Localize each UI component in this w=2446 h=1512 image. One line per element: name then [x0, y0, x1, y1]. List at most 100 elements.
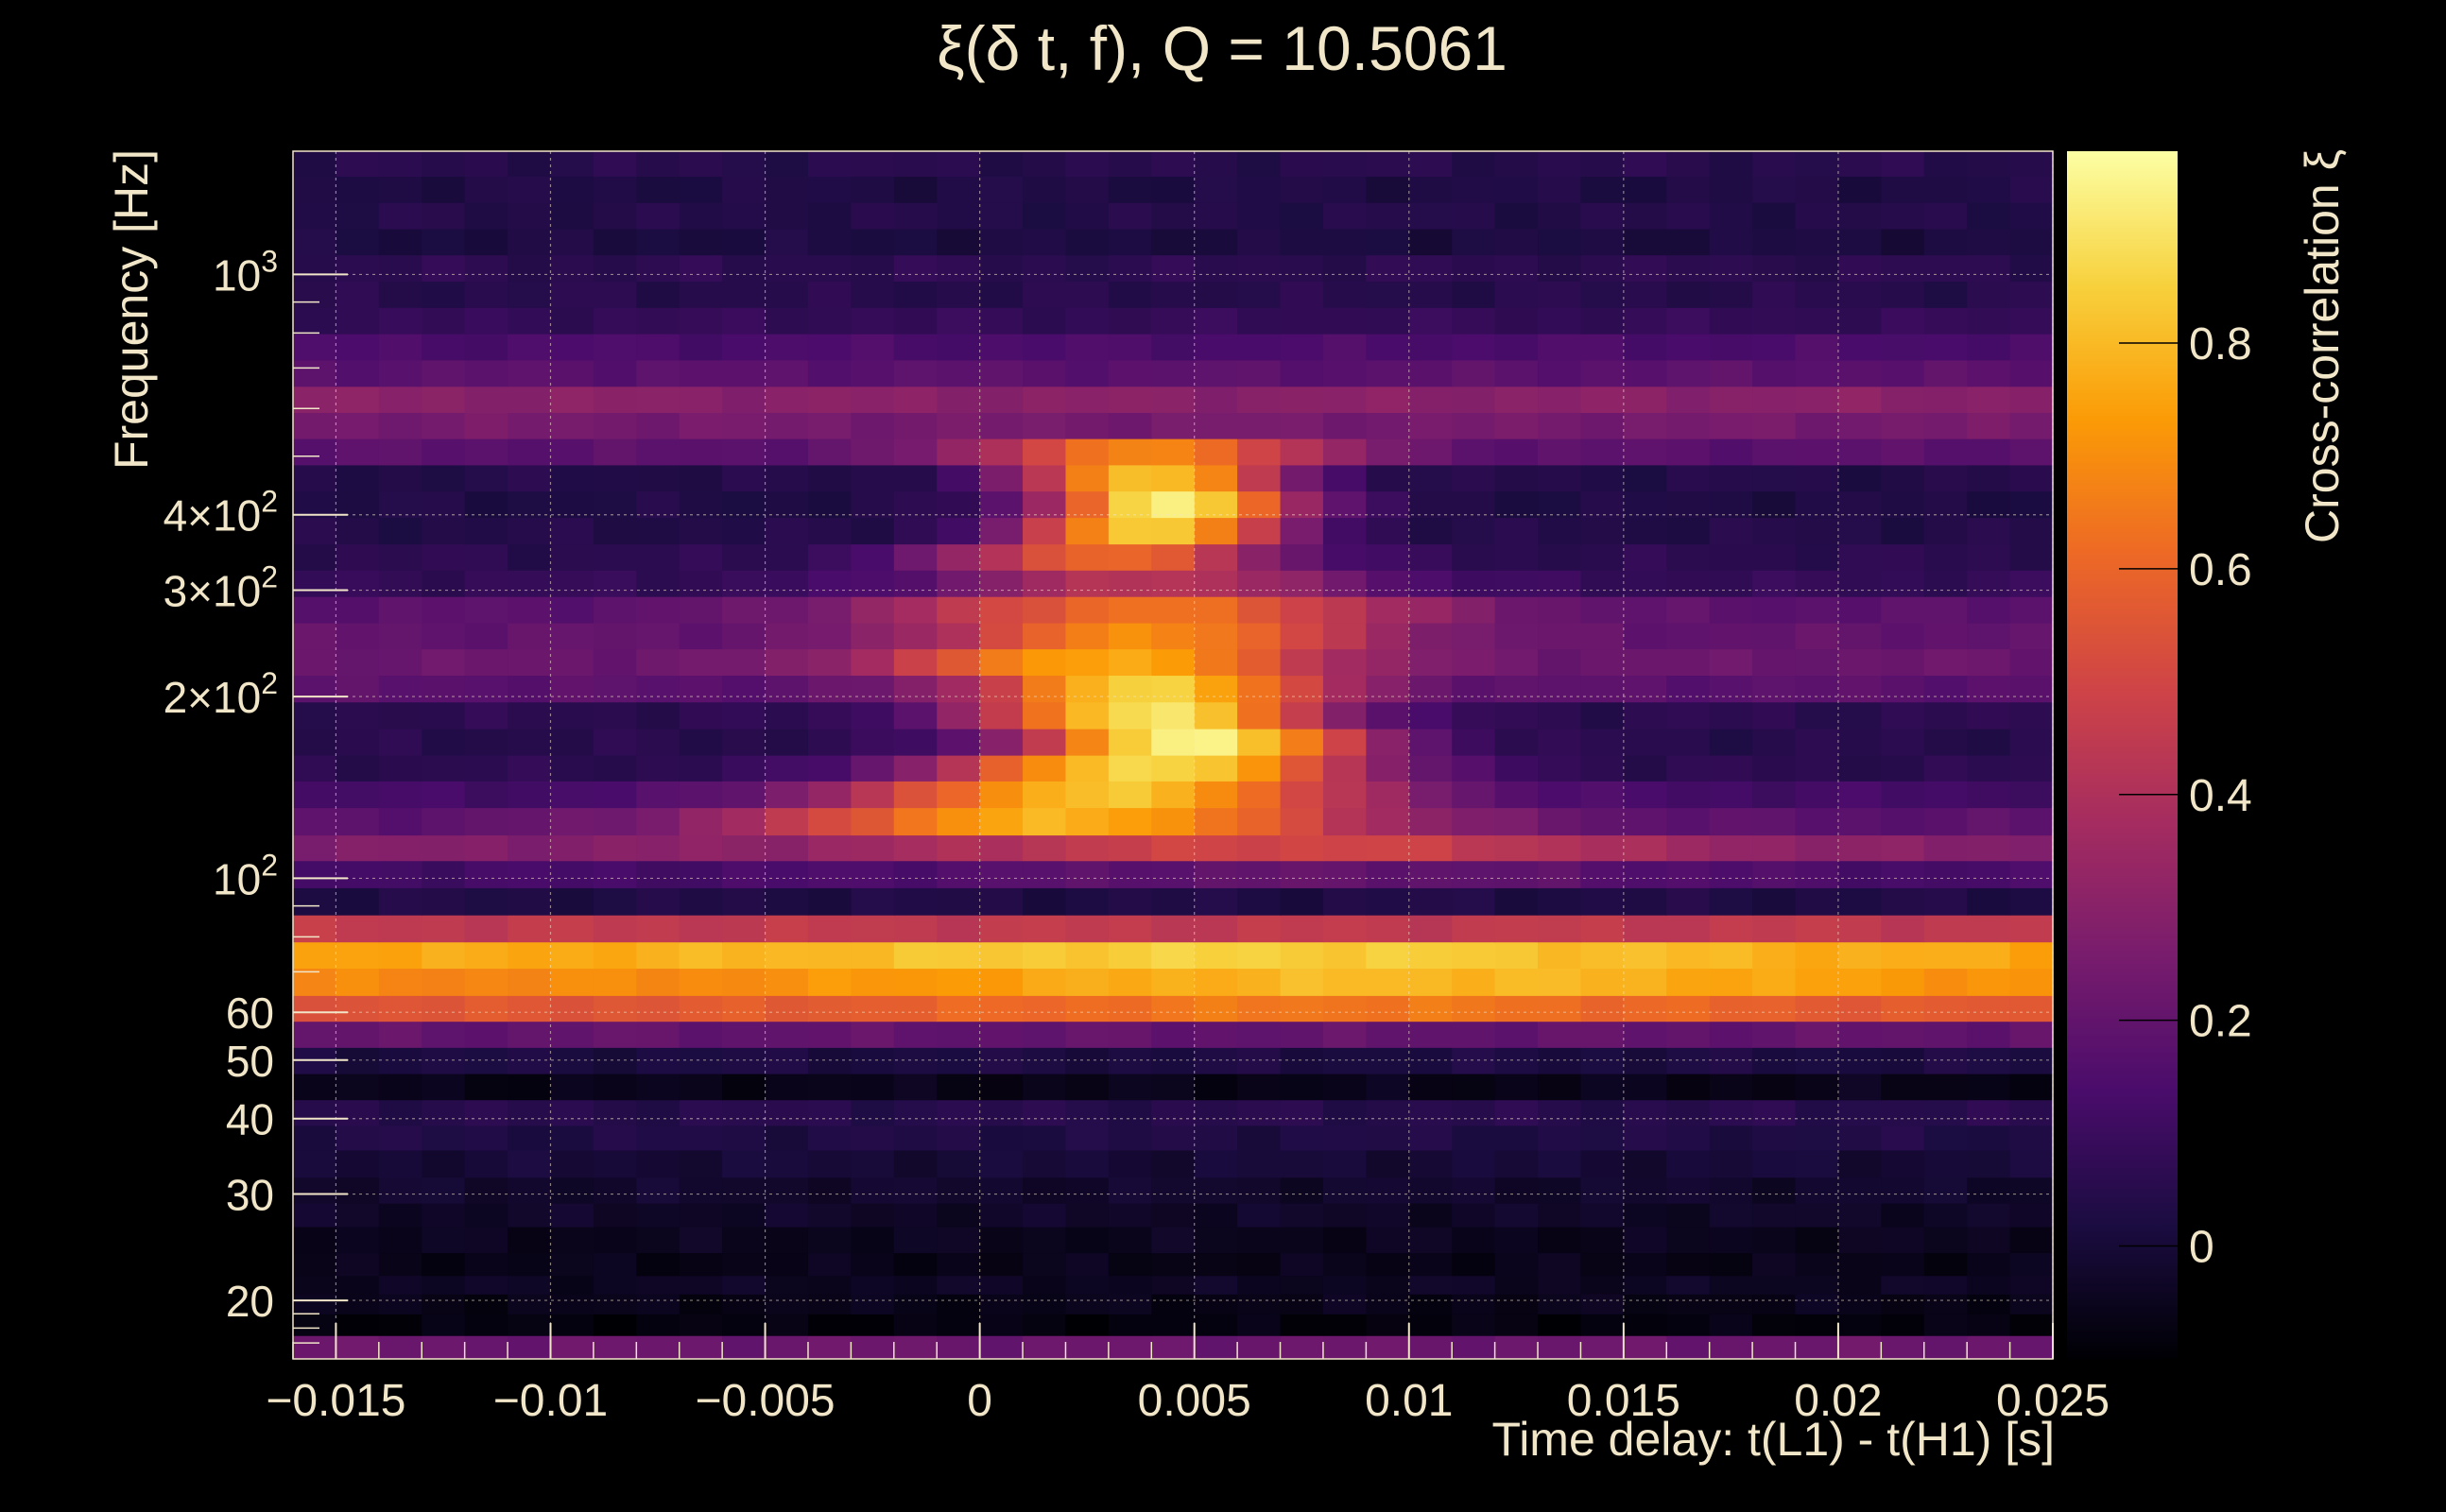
heatmap-cell — [1580, 543, 1625, 571]
heatmap-cell — [464, 543, 508, 571]
heatmap-cell — [1538, 1252, 1582, 1277]
heatmap-cell — [1280, 834, 1324, 862]
heatmap-cell — [1752, 334, 1797, 361]
heatmap-cell — [1538, 596, 1582, 624]
heatmap-cell — [1366, 968, 1410, 996]
heatmap-cell — [636, 281, 680, 308]
heatmap-cell — [1108, 517, 1152, 545]
heatmap-cell — [464, 781, 508, 809]
heatmap-cell — [378, 543, 422, 571]
heatmap-cell — [636, 755, 680, 782]
heatmap-cell — [1108, 570, 1152, 597]
heatmap-cell — [679, 254, 723, 283]
heatmap-cell — [722, 386, 767, 413]
heatmap-cell — [293, 728, 337, 756]
heatmap-cell — [378, 570, 422, 597]
heatmap-cell — [765, 151, 809, 177]
heatmap-cell — [1795, 386, 1839, 413]
heatmap-cell — [1237, 334, 1282, 361]
heatmap-cell — [1837, 543, 1882, 571]
heatmap-cell — [508, 334, 552, 361]
heatmap-cell — [1580, 1021, 1625, 1048]
heatmap-cell — [1881, 807, 1925, 836]
heatmap-cell — [1580, 860, 1625, 888]
heatmap-cell — [679, 334, 723, 361]
heatmap-cell — [1494, 648, 1539, 677]
heatmap-cell — [1322, 755, 1367, 782]
heatmap-cell — [1108, 1099, 1152, 1126]
heatmap-cell — [937, 1202, 981, 1228]
heatmap-cell — [593, 464, 637, 492]
heatmap-cell — [765, 941, 809, 970]
heatmap-cell — [378, 254, 422, 283]
heatmap-cell — [1237, 1074, 1282, 1101]
heatmap-cell — [893, 1226, 938, 1254]
heatmap-cell — [851, 1226, 895, 1254]
heatmap-cell — [722, 176, 767, 203]
heatmap-cell — [293, 1252, 337, 1277]
heatmap-cell — [679, 151, 723, 177]
heatmap-cell — [1494, 202, 1539, 230]
heatmap-cell — [1881, 1335, 1925, 1360]
heatmap-cell — [1752, 1226, 1797, 1254]
heatmap-cell — [293, 1099, 337, 1126]
heatmap-cell — [1194, 728, 1238, 756]
heatmap-cell — [1709, 490, 1753, 519]
heatmap-cell — [1280, 781, 1324, 809]
heatmap-cell — [422, 438, 466, 466]
heatmap-cell — [1065, 386, 1110, 413]
heatmap-cell — [893, 281, 938, 308]
heatmap-cell — [722, 915, 767, 943]
heatmap-cell — [1881, 151, 1925, 177]
heatmap-cell — [1795, 834, 1839, 862]
heatmap-cell — [937, 1074, 981, 1101]
heatmap-cell — [937, 359, 981, 387]
heatmap-cell — [1108, 1335, 1152, 1360]
heatmap-cell — [1452, 334, 1496, 361]
heatmap-cell — [1408, 915, 1453, 943]
heatmap-cell — [508, 490, 552, 519]
heatmap-cell — [1881, 701, 1925, 730]
heatmap-cell — [2009, 701, 2054, 730]
heatmap-cell — [1151, 334, 1196, 361]
heatmap-cell — [1194, 438, 1238, 466]
heatmap-cell — [1452, 1074, 1496, 1101]
heatmap-cell — [1623, 1021, 1667, 1048]
heatmap-cell — [508, 1252, 552, 1277]
heatmap-cell — [1795, 543, 1839, 571]
heatmap-cell — [1752, 941, 1797, 970]
heatmap-cell — [1752, 1074, 1797, 1101]
heatmap-cell — [1108, 887, 1152, 916]
heatmap-cell — [1194, 228, 1238, 256]
heatmap-cell — [1065, 543, 1110, 571]
heatmap-cell — [636, 781, 680, 809]
heatmap-cell — [1494, 968, 1539, 996]
heatmap-cell — [979, 968, 1024, 996]
heatmap-cell — [1623, 1202, 1667, 1228]
heatmap-cell — [508, 517, 552, 545]
heatmap-cell — [1881, 887, 1925, 916]
y-axis-label: Frequency [Hz] — [105, 149, 158, 470]
heatmap-cell — [1366, 254, 1410, 283]
heatmap-cell — [1023, 995, 1067, 1022]
heatmap-cell — [1538, 755, 1582, 782]
heatmap-cell — [1408, 1125, 1453, 1151]
heatmap-cell — [508, 1149, 552, 1178]
heatmap-cell — [807, 807, 852, 836]
heatmap-cell — [1666, 1021, 1711, 1048]
heatmap-cell — [422, 887, 466, 916]
heatmap-cell — [1967, 860, 2011, 888]
y-tick-label: 103 — [213, 244, 278, 300]
heatmap-cell — [893, 781, 938, 809]
heatmap-cell — [336, 968, 380, 996]
heatmap-cell — [378, 622, 422, 650]
heatmap-cell — [550, 648, 594, 677]
heatmap-cell — [336, 941, 380, 970]
heatmap-cell — [508, 1125, 552, 1151]
heatmap-cell — [1237, 202, 1282, 230]
heatmap-cell — [851, 202, 895, 230]
heatmap-cell — [1108, 543, 1152, 571]
heatmap-cell — [422, 464, 466, 492]
heatmap-cell — [722, 570, 767, 597]
heatmap-cell — [1967, 359, 2011, 387]
